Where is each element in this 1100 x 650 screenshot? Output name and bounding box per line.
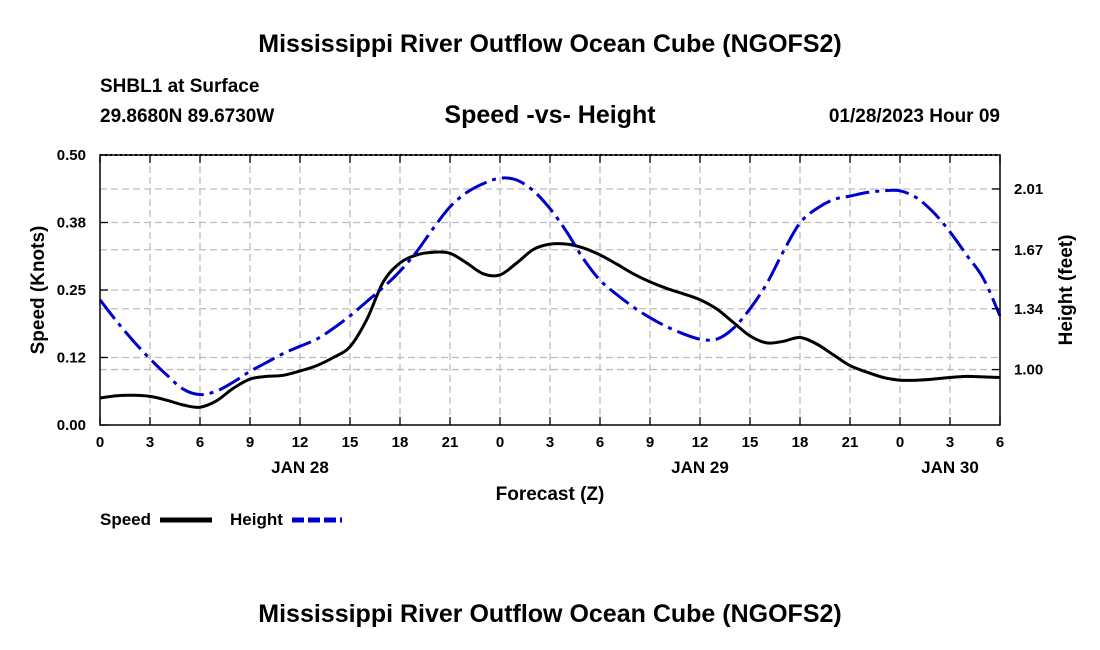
series-line-height [98,176,1002,397]
x-tick-label: 3 [146,434,154,451]
timestamp-label: 01/28/2023 Hour 09 [828,106,1000,127]
x-tick-label: 9 [246,434,254,451]
y2-tick-label: 1.34 [1014,301,1044,318]
chart-grid [100,155,1000,425]
y2-tick-label: 2.01 [1014,181,1043,198]
x-tick-label: 0 [496,434,504,451]
x-date-label: JAN 30 [921,458,979,477]
chart-subtitle: Speed -vs- Height [444,101,656,129]
chart-series [98,176,1002,409]
y-axis-title-right: Height (feet) [1056,235,1077,346]
x-tick-label: 15 [342,434,359,451]
x-tick-label: 3 [546,434,554,451]
x-tick-label: 12 [292,434,309,451]
chart-axes: 0 3 6 9 12 15 18 21 0 3 6 9 12 15 18 21 0 3 6 JAN 28 JAN 29 J… [57,147,1044,477]
x-tick-label: 18 [392,434,409,451]
x-tick-label: 12 [692,434,709,451]
x-axis-title: Forecast (Z) [496,484,605,505]
x-tick-label: 6 [196,434,204,451]
footer-title: Mississippi River Outflow Ocean Cube (NG… [258,600,842,628]
series-line-speed [99,242,1001,409]
y2-tick-label: 1.67 [1014,242,1043,259]
station-label: SHBL1 at Surface [100,76,260,97]
main-title: Mississippi River Outflow Ocean Cube (NG… [258,30,842,58]
x-tick-label: 6 [596,434,604,451]
y-tick-label: 0.00 [57,417,86,434]
y-tick-label: 0.25 [57,282,86,299]
legend-height-label: Height [230,510,283,529]
x-tick-label: 21 [442,434,459,451]
y-tick-label: 0.38 [57,215,86,232]
x-tick-label: 9 [646,434,654,451]
x-date-label: JAN 28 [271,458,329,477]
x-date-label: JAN 29 [671,458,729,477]
y-tick-label: 0.12 [57,350,86,367]
x-tick-label: 3 [946,434,954,451]
x-tick-label: 0 [96,434,104,451]
legend-speed-label: Speed [100,510,151,529]
x-tick-label: 0 [896,434,904,451]
y-tick-label: 0.50 [57,147,86,164]
x-tick-label: 6 [996,434,1004,451]
y-axis-title-left: Speed (Knots) [28,226,49,355]
x-tick-label: 18 [792,434,809,451]
x-tick-label: 15 [742,434,759,451]
coordinates-label: 29.8680N 89.6730W [100,106,275,127]
y2-tick-label: 1.00 [1014,362,1043,379]
x-tick-label: 21 [842,434,859,451]
